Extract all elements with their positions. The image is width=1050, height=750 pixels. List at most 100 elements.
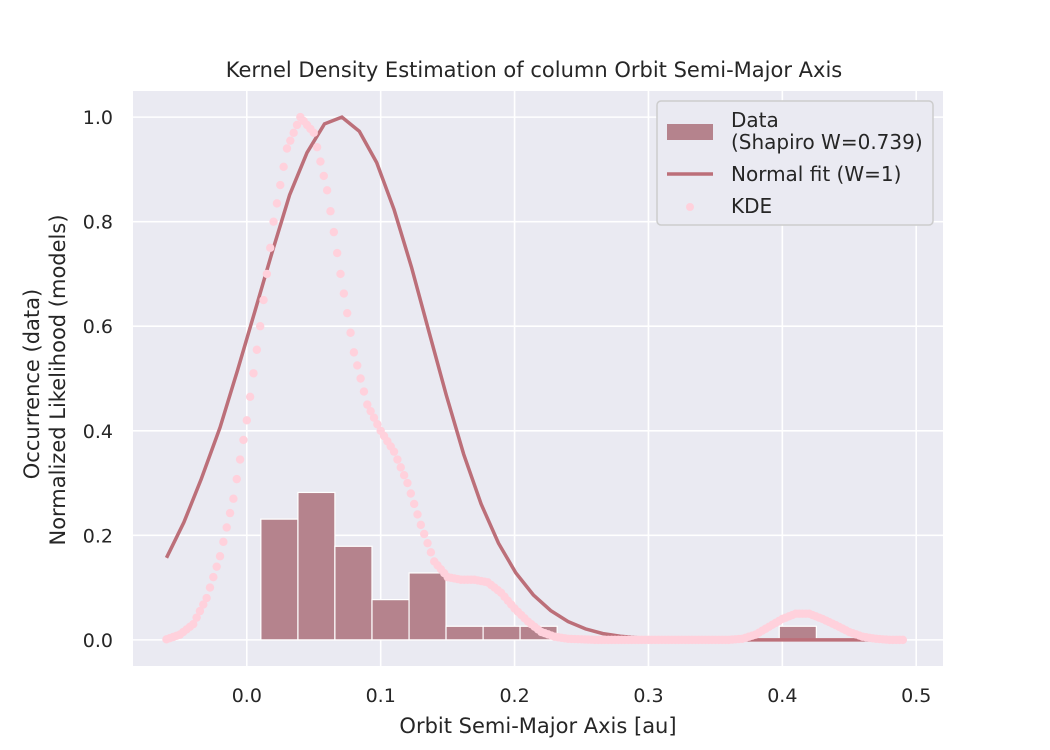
kde-point: [366, 406, 375, 416]
y-tick-label: 0.0: [83, 630, 113, 652]
histogram-bar: [297, 491, 336, 641]
legend-hist-swatch: [667, 124, 713, 140]
kde-point: [235, 455, 245, 464]
histogram-bar: [408, 572, 447, 641]
histogram-bars: [260, 491, 817, 641]
kde-point: [309, 128, 318, 138]
y-tick-label: 0.4: [83, 421, 113, 443]
kde-point: [413, 510, 422, 519]
kde-point: [326, 207, 335, 216]
kde-point: [409, 499, 419, 509]
kde-point: [239, 435, 248, 445]
kde-point: [249, 369, 258, 378]
x-axis-label: Orbit Semi-Major Axis [au]: [399, 714, 676, 738]
kde-point: [399, 471, 409, 480]
kde-point: [329, 227, 339, 237]
legend-kde-label: KDE: [731, 194, 772, 218]
kde-point: [192, 613, 201, 622]
histogram-bar: [778, 625, 817, 641]
x-tick-label: 0.2: [499, 685, 529, 707]
kde-point: [195, 606, 205, 616]
kde-point: [322, 186, 332, 195]
kde-point: [276, 180, 285, 190]
kde-point: [189, 619, 198, 629]
legend-frame: [656, 100, 934, 226]
histogram-bar: [482, 625, 521, 641]
kde-point: [232, 474, 241, 484]
kde-point: [225, 508, 235, 518]
kde-point: [266, 243, 275, 253]
kde-point: [202, 593, 211, 603]
kde-point: [403, 478, 412, 488]
kde-point: [269, 217, 278, 226]
kde-point: [393, 455, 402, 464]
y-tick-label: 0.2: [83, 525, 113, 547]
normal-fit-line: [164, 115, 903, 642]
kde-point: [272, 199, 282, 208]
kde-point: [389, 447, 399, 456]
kde-point: [343, 308, 352, 318]
kde-point: [416, 520, 426, 530]
kde-point: [363, 400, 372, 409]
kde-point: [346, 328, 355, 337]
y-axis-label-line1: Occurrence (data): [20, 289, 44, 479]
kde-points: [162, 112, 908, 645]
y-tick-label: 1.0: [83, 107, 113, 129]
kde-point: [898, 635, 908, 645]
kde-point: [419, 529, 429, 539]
y-axis-label-line2: Normalized Likelihood (models): [46, 214, 70, 545]
kde-point: [215, 552, 225, 561]
kde-point: [336, 269, 345, 279]
kde-point: [353, 361, 362, 370]
kde-point: [406, 489, 416, 498]
kde-point: [396, 463, 405, 472]
chart-title: Kernel Density Estimation of column Orbi…: [226, 58, 842, 82]
kde-point: [359, 387, 369, 396]
kde-point: [423, 538, 432, 548]
kde-point: [369, 413, 379, 422]
kde-point: [356, 374, 365, 383]
kde-point: [205, 583, 215, 592]
kde-point: [252, 345, 262, 354]
kde-point: [316, 157, 325, 166]
x-tick-labels: 0.0 0.1 0.2 0.3 0.4 0.5: [232, 685, 932, 707]
x-tick-label: 0.3: [633, 685, 663, 707]
histogram-bar: [445, 625, 484, 641]
kde-point: [349, 348, 359, 357]
legend-hist-label-line1: Data: [731, 108, 779, 132]
kde-point: [426, 548, 436, 557]
kde-point: [262, 269, 272, 279]
x-tick-label: 0.0: [232, 685, 262, 707]
kde-point: [292, 120, 302, 130]
y-tick-label: 0.8: [83, 212, 113, 234]
kde-point: [279, 162, 288, 171]
legend: Data (Shapiro W=0.739) Normal fit (W=1) …: [656, 100, 934, 226]
kde-point: [286, 136, 295, 145]
kde-point: [219, 537, 228, 547]
x-tick-label: 0.4: [767, 685, 797, 707]
y-tick-label: 0.6: [83, 316, 113, 338]
kde-point: [209, 572, 218, 582]
y-tick-labels: 0.0 0.2 0.4 0.6 0.8 1.0: [83, 107, 113, 652]
kde-point: [229, 494, 238, 503]
x-tick-label: 0.1: [366, 685, 396, 707]
kde-point: [199, 600, 208, 609]
histogram-bar: [260, 518, 299, 641]
kde-point: [259, 295, 268, 305]
kde-point: [282, 144, 292, 153]
kde-point: [289, 128, 298, 138]
kde-point: [255, 322, 265, 331]
kde-point: [312, 142, 322, 152]
histogram-bar: [334, 545, 373, 641]
x-tick-label: 0.5: [901, 685, 931, 707]
kde-point: [373, 420, 382, 429]
kde-point: [245, 392, 255, 401]
kde-point: [319, 171, 328, 181]
legend-kde-swatch: [686, 203, 694, 211]
histogram-bar: [371, 599, 410, 641]
kde-point: [212, 562, 221, 571]
kde-point: [242, 416, 252, 425]
kde-point: [339, 289, 349, 298]
legend-hist-label-line2: (Shapiro W=0.739): [731, 130, 923, 154]
